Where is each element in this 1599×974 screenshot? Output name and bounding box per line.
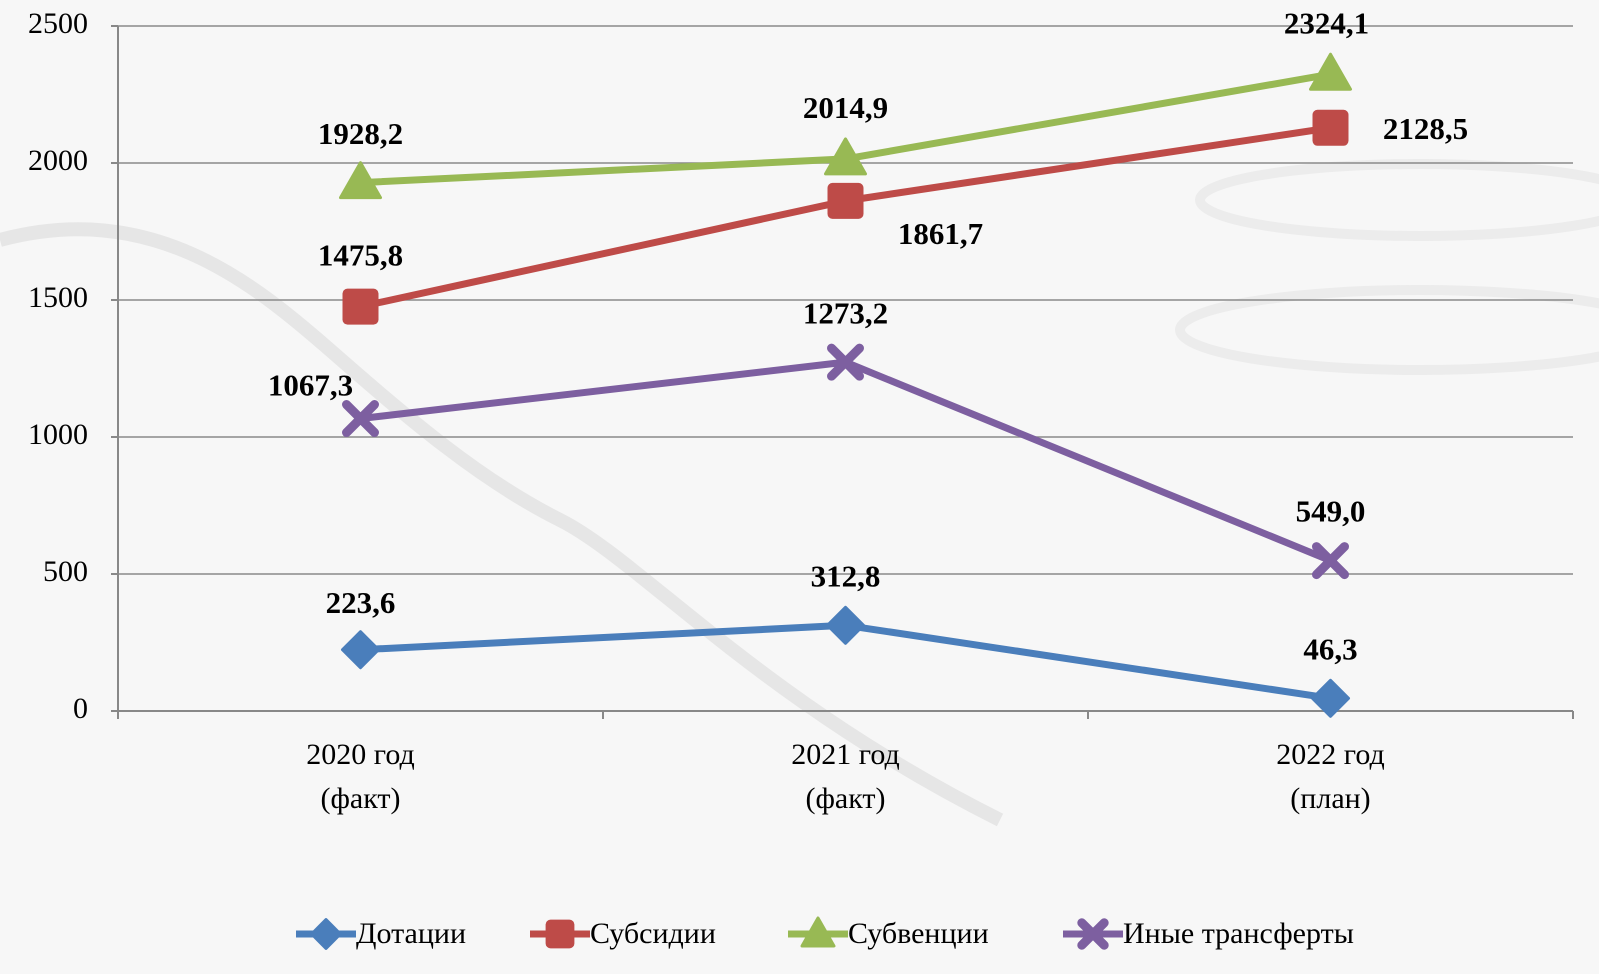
background-decoration xyxy=(1195,159,1599,241)
data-label: 2324,1 xyxy=(1284,5,1369,40)
legend-marker xyxy=(800,916,836,948)
marker xyxy=(339,161,382,200)
marker xyxy=(824,137,867,176)
legend-label: Субвенции xyxy=(848,917,989,950)
x-tick-label: (факт) xyxy=(805,782,885,815)
data-label: 312,8 xyxy=(811,558,881,593)
y-tick-label: 2000 xyxy=(28,144,88,177)
data-label: 1475,8 xyxy=(318,238,403,273)
marker xyxy=(341,630,380,670)
data-label: 46,3 xyxy=(1303,631,1357,666)
y-tick-label: 1500 xyxy=(28,281,88,314)
data-label: 1273,2 xyxy=(803,295,888,330)
background-decoration xyxy=(1175,285,1599,375)
x-tick-label: 2022 год xyxy=(1276,738,1384,771)
legend-marker xyxy=(310,918,342,950)
legend-marker xyxy=(545,919,575,949)
legend-marker xyxy=(1077,918,1109,950)
data-label: 1861,7 xyxy=(898,216,983,251)
marker xyxy=(1311,678,1350,718)
legend-label: Иные трансферты xyxy=(1123,917,1354,950)
marker xyxy=(1312,542,1349,580)
x-tick-label: 2021 год xyxy=(791,738,899,771)
data-label: 1067,3 xyxy=(268,368,353,403)
legend-label: Дотации xyxy=(356,917,466,950)
marker xyxy=(1312,109,1349,146)
marker xyxy=(342,288,379,325)
data-label: 2014,9 xyxy=(803,90,888,125)
legend-label: Субсидии xyxy=(590,917,716,950)
background-decoration xyxy=(0,222,1004,827)
marker xyxy=(827,182,864,219)
y-tick-label: 2500 xyxy=(28,7,88,40)
x-tick-label: 2020 год xyxy=(306,738,414,771)
marker xyxy=(1309,52,1352,91)
marker xyxy=(342,400,379,438)
data-label: 223,6 xyxy=(326,585,396,620)
x-tick-label: (план) xyxy=(1290,782,1370,815)
y-tick-label: 500 xyxy=(43,555,88,588)
data-label: 1928,2 xyxy=(318,116,403,151)
y-tick-label: 0 xyxy=(73,692,88,725)
data-label: 549,0 xyxy=(1296,494,1366,529)
marker xyxy=(827,343,864,381)
marker xyxy=(826,605,865,645)
x-tick-label: (факт) xyxy=(320,782,400,815)
data-label: 2128,5 xyxy=(1383,111,1468,146)
y-tick-label: 1000 xyxy=(28,418,88,451)
